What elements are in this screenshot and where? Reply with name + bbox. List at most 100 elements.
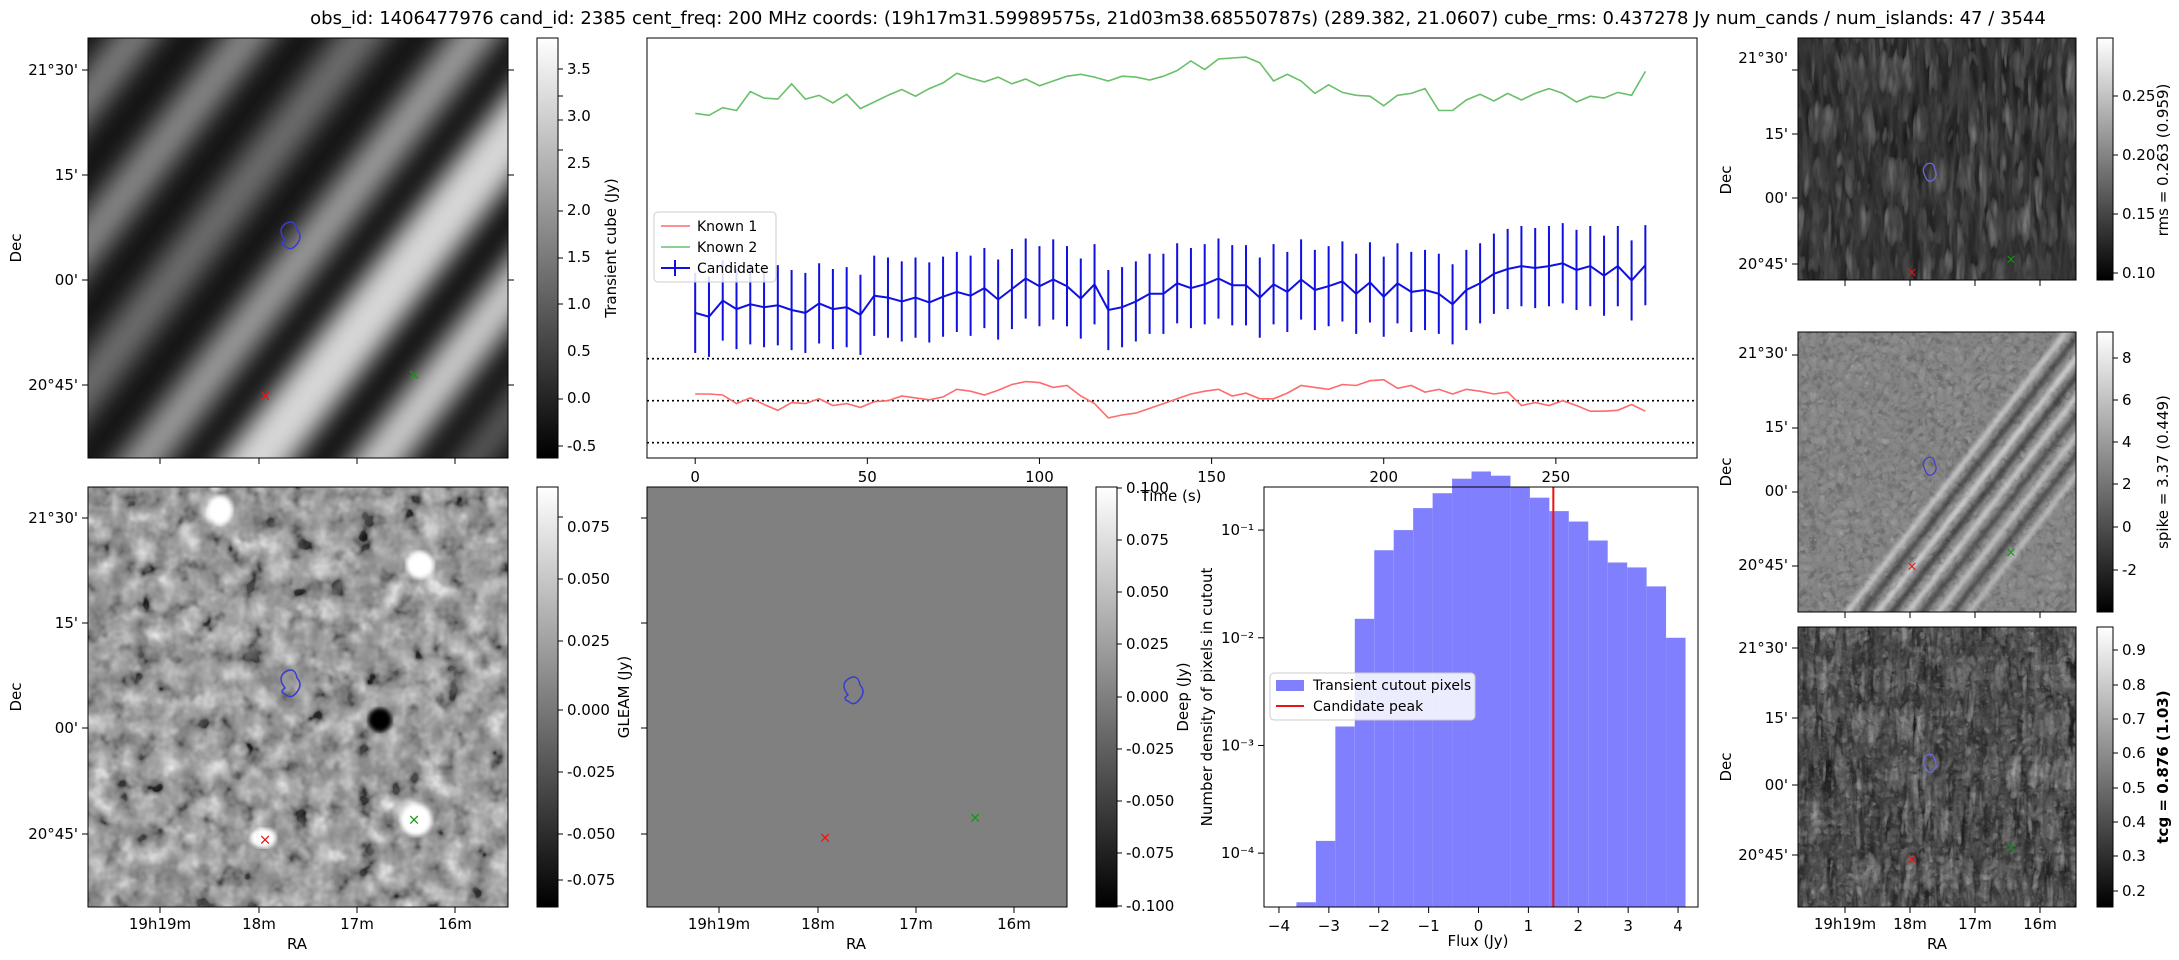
dec-tick-label: 21°30'	[28, 61, 78, 79]
histogram-y-axis: 10⁻¹ 10⁻² 10⁻³ 10⁻⁴	[1221, 521, 1264, 862]
rms-colorbar: 0.25 0.20 0.15 0.10 rms = 0.263 (0.959)	[2096, 37, 2172, 282]
lightcurve-series	[694, 56, 1647, 419]
ra-axis-label: RA	[287, 935, 308, 953]
x-tick-label: 0	[1474, 917, 1484, 935]
x-tick-label: 0	[690, 468, 700, 486]
rms-image-texture	[1798, 38, 2076, 280]
spike-colorbar-gradient	[2096, 331, 2114, 613]
legend-label: Known 1	[697, 219, 757, 235]
colorbar-tick: -0.050	[567, 825, 615, 843]
histogram-bar	[1588, 540, 1608, 907]
dec-tick-label: 00'	[1765, 776, 1788, 794]
x-tick-label: −4	[1268, 917, 1290, 935]
colorbar-tick: 0.5	[2122, 779, 2146, 797]
dec-axis-label: Dec	[7, 233, 25, 262]
transient-colorbar-label: Transient cube (Jy)	[602, 178, 620, 318]
gleam-image-panel: × × GLEAM (Jy) 19h19m 18m 17m 16m RA	[615, 486, 1068, 953]
legend-label: Known 2	[697, 240, 757, 256]
candidate-contour	[1922, 162, 1937, 182]
colorbar-tick: 2	[2122, 475, 2132, 493]
colorbar-tick: 1.5	[567, 248, 591, 266]
colorbar-tick: 6	[2122, 391, 2132, 409]
transient-colorbar: 3.5 3.0 2.5 2.0 1.5 1.0 0.5 0.0 -0.5 Tra…	[536, 37, 620, 459]
ra-tick-label: 17m	[899, 915, 933, 933]
known2-marker: ×	[2006, 546, 2017, 561]
histogram-frame	[1263, 486, 1699, 908]
gleam-image	[646, 486, 1068, 908]
histogram-bar	[1646, 586, 1667, 907]
known1-marker: ×	[1907, 266, 1918, 281]
tcg-colorbar-label: tcg = 0.876 (1.03)	[2154, 690, 2172, 843]
dec-tick-label: 20°45'	[1738, 255, 1788, 273]
dec-tick-label: 20°45'	[1738, 846, 1788, 864]
transient-ra-ticks	[159, 69, 514, 464]
x-tick-label: 50	[858, 468, 877, 486]
histogram-x-axis: −4 −3 −2 −1 0 1 2 3 4	[1268, 907, 1683, 935]
legend-swatch-bars	[1276, 680, 1304, 691]
candidate-contour	[843, 676, 864, 705]
ra-tick-label: 18m	[801, 915, 835, 933]
series-line-candidate	[694, 262, 1647, 318]
dec-tick-label: 21°30'	[1738, 49, 1788, 67]
tcg-image-fine-texture	[1798, 627, 2076, 907]
gleam-colorbar-gradient	[1095, 486, 1118, 908]
dec-tick-label: 15'	[1765, 709, 1788, 727]
deep-colorbar-label: Deep (Jy)	[1174, 662, 1192, 731]
colorbar-tick: 0.050	[1126, 583, 1169, 601]
x-tick-label: 3	[1623, 917, 1633, 935]
colorbar-tick: 0.025	[1126, 635, 1169, 653]
histogram-y-label: Number density of pixels in cutout	[1198, 568, 1216, 827]
dec-axis-label: Dec	[1717, 752, 1735, 781]
dec-tick-label: 20°45'	[1738, 556, 1788, 574]
dec-tick-label: 00'	[1765, 189, 1788, 207]
y-tick-label: 10⁻²	[1221, 629, 1254, 647]
lightcurve-x-label: Time (s)	[1140, 487, 1202, 505]
spike-colorbar: 8 6 4 2 0 -2 spike = 3.37 (0.449)	[2096, 331, 2172, 613]
tcg-colorbar: 0.9 0.8 0.7 0.6 0.5 0.4 0.3 0.2 tcg = 0.…	[2096, 626, 2172, 908]
deep-colorbar: 0.075 0.050 0.025 0.000 -0.025 -0.050 -0…	[536, 486, 615, 908]
rms-colorbar-gradient	[2096, 37, 2114, 281]
colorbar-tick: 0.10	[2122, 264, 2155, 282]
ra-tick-label: 18m	[242, 915, 276, 933]
colorbar-tick: 0.9	[2122, 641, 2146, 659]
colorbar-tick: -0.025	[567, 763, 615, 781]
histogram-panel: −4 −3 −2 −1 0 1 2 3 4 10⁻¹ 10⁻² 10⁻³ 10⁻⁴ Flux (Jy)…	[1198, 471, 1699, 950]
ra-tick-label: 16m	[2023, 915, 2057, 933]
colorbar-tick: 0.5	[567, 342, 591, 360]
tcg-image-frame	[1797, 626, 2077, 908]
known1-marker: ×	[819, 829, 832, 847]
x-tick-label: 4	[1673, 917, 1683, 935]
candidate-contour	[1922, 456, 1937, 476]
colorbar-tick: 0.075	[1126, 531, 1169, 549]
colorbar-tick: 0.20	[2122, 146, 2155, 164]
colorbar-tick: -0.050	[1126, 792, 1174, 810]
ra-tick-label: 19h19m	[688, 915, 750, 933]
known1-marker: ×	[259, 387, 272, 405]
ra-tick-label: 18m	[1893, 915, 1927, 933]
x-tick-label: 200	[1369, 468, 1398, 486]
known2-marker: ×	[408, 811, 421, 829]
dec-tick-label: 21°30'	[1738, 639, 1788, 657]
ra-tick-label: 17m	[1958, 915, 1992, 933]
colorbar-tick: -0.075	[1126, 844, 1174, 862]
colorbar-tick: 0.000	[1126, 688, 1169, 706]
legend-label: Candidate	[697, 261, 769, 277]
colorbar-tick: -2	[2122, 561, 2137, 579]
dec-tick-label: 15'	[55, 614, 78, 632]
candidate-contour	[1922, 753, 1937, 773]
gleam-colorbar-label: GLEAM (Jy)	[615, 656, 633, 738]
histogram-bar	[1549, 511, 1569, 907]
tcg-image-panel: × × 21°30' 15' 00' 20°45' Dec 19h19m 18m…	[1717, 626, 2077, 953]
lightcurve-panel: 0 50 100 150 200 250 Time (s) Known 1 Known 2…	[646, 37, 1698, 505]
colorbar-tick: 0.000	[567, 701, 610, 719]
histogram-x-label: Flux (Jy)	[1448, 932, 1509, 950]
histogram-bar	[1335, 726, 1355, 907]
series-line-known-1	[695, 378, 1646, 419]
histogram-bar	[1354, 618, 1375, 907]
histogram-bar	[1666, 637, 1686, 907]
x-tick-label: 150	[1197, 468, 1226, 486]
histogram-bar	[1627, 567, 1647, 907]
candidate-contour	[280, 221, 301, 250]
histogram-bar	[1315, 840, 1336, 907]
deep-colorbar-gradient	[536, 486, 559, 908]
